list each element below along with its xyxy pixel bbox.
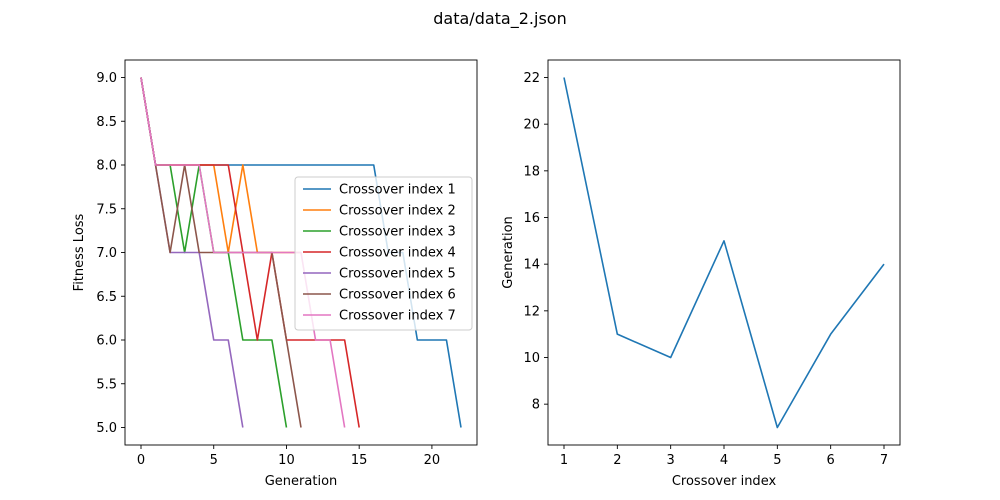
legend-frame <box>294 176 473 331</box>
y-tick-label: 8.0 <box>96 159 117 174</box>
y-tick-label: 22 <box>523 71 540 86</box>
x-tick-label: 7 <box>880 453 888 468</box>
legend-entry: Crossover index 1 <box>339 183 456 198</box>
legend: Crossover index 1 Crossover index 2 Crosso… <box>294 176 473 331</box>
y-tick-label: 16 <box>523 211 540 226</box>
y-tick-label: 5.5 <box>96 377 117 392</box>
y-axis-label: Fitness Loss <box>72 213 87 291</box>
x-axis-label: Generation <box>265 474 338 489</box>
y-tick-label: 6.0 <box>96 334 117 349</box>
x-tick-label: 1 <box>560 453 568 468</box>
y-axis-label: Generation <box>501 216 516 289</box>
y-tick-label: 7.5 <box>96 202 117 217</box>
legend-entry: Crossover index 6 <box>339 288 456 303</box>
figure-title: data/data_2.json <box>433 9 566 29</box>
x-tick-label: 20 <box>424 453 441 468</box>
y-tick-label: 7.0 <box>96 246 117 261</box>
x-tick-label: 15 <box>351 453 368 468</box>
y-tick-label: 20 <box>523 118 540 133</box>
x-tick-label: 2 <box>613 453 621 468</box>
legend-entry: Crossover index 5 <box>339 267 456 282</box>
series-line-1 <box>563 77 885 429</box>
x-tick-label: 4 <box>720 453 728 468</box>
x-tick-label: 3 <box>667 453 675 468</box>
legend-entry: Crossover index 7 <box>339 309 456 324</box>
legend-entry: Crossover index 2 <box>339 204 456 219</box>
y-tick-label: 5.0 <box>96 421 117 436</box>
x-tick-label: 10 <box>278 453 295 468</box>
series-group <box>563 77 885 429</box>
x-axis-label: Crossover index <box>672 474 777 489</box>
y-tick-label: 8.5 <box>96 115 117 130</box>
legend-entry: Crossover index 4 <box>339 246 456 261</box>
x-tick-label: 0 <box>137 453 145 468</box>
y-tick-label: 14 <box>523 258 540 273</box>
y-tick-label: 18 <box>523 164 540 179</box>
x-tick-label: 6 <box>827 453 835 468</box>
y-tick-label: 9.0 <box>96 71 117 86</box>
x-tick-label: 5 <box>773 453 781 468</box>
x-tick-label: 5 <box>210 453 218 468</box>
legend-entry: Crossover index 3 <box>339 225 456 240</box>
y-tick-label: 10 <box>523 351 540 366</box>
y-tick-label: 12 <box>523 304 540 319</box>
y-tick-label: 6.5 <box>96 290 117 305</box>
fitness-loss-plot: 0 5 10 15 20 5.0 5.5 6.0 6.5 7.0 7.5 8.0 8.5 9.0 Gener… <box>72 59 478 489</box>
y-tick-label: 8 <box>532 398 540 413</box>
